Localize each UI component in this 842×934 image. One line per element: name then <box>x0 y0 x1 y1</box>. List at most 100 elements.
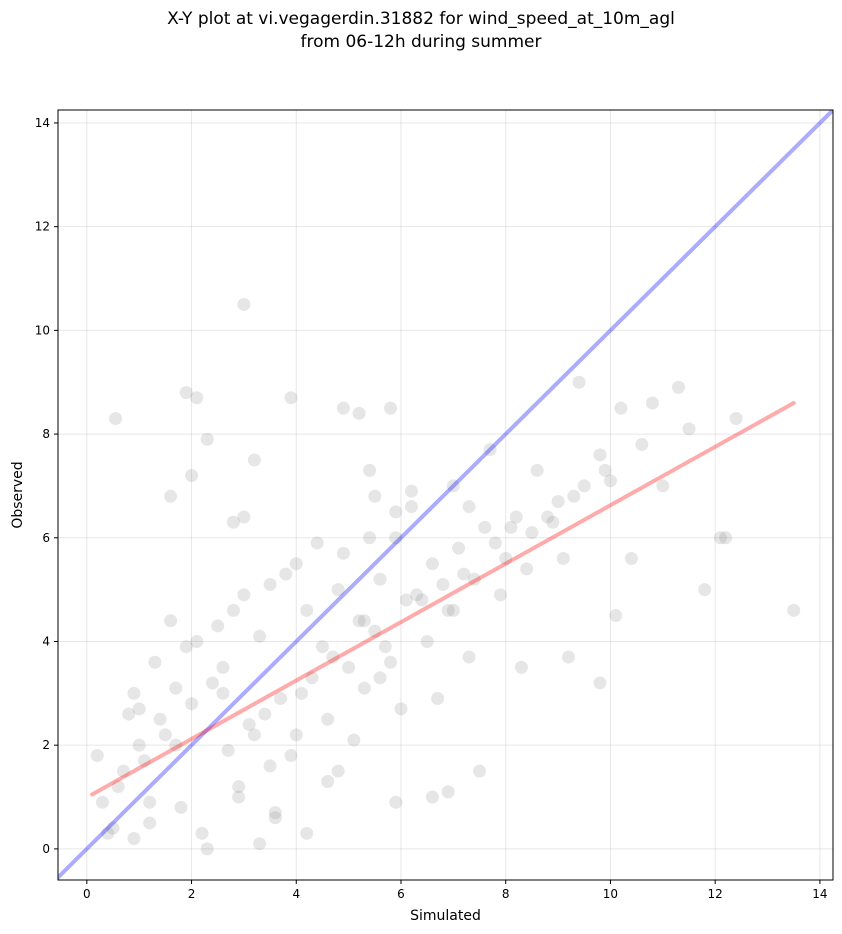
scatter-point <box>331 764 345 778</box>
scatter-point <box>389 795 403 809</box>
scatter-point <box>232 790 246 804</box>
scatter-point <box>530 463 544 477</box>
scatter-point <box>127 832 141 846</box>
scatter-point <box>284 749 298 763</box>
scatter-point <box>190 634 204 648</box>
scatter-point <box>263 759 277 773</box>
scatter-point <box>546 515 560 529</box>
scatter-point <box>389 531 403 545</box>
scatter-point <box>462 650 476 664</box>
scatter-point <box>321 774 335 788</box>
scatter-point <box>389 505 403 519</box>
scatter-point <box>645 396 659 410</box>
scatter-point <box>294 686 308 700</box>
x-tick-label: 10 <box>603 887 618 901</box>
scatter-point <box>96 795 110 809</box>
scatter-point <box>216 686 230 700</box>
scatter-point <box>614 401 628 415</box>
scatter-point <box>593 676 607 690</box>
scatter-point <box>514 660 528 674</box>
scatter-point <box>331 583 345 597</box>
scatter-point <box>504 520 518 534</box>
scatter-point <box>127 686 141 700</box>
scatter-point <box>289 728 303 742</box>
scatter-point <box>200 842 214 856</box>
scatter-point <box>169 681 183 695</box>
scatter-point <box>226 603 240 617</box>
scatter-point <box>310 536 324 550</box>
scatter-point <box>420 634 434 648</box>
reference-lines <box>58 110 833 880</box>
scatter-point <box>221 743 235 757</box>
scatter-point <box>305 671 319 685</box>
scatter-point <box>787 603 801 617</box>
scatter-point <box>300 603 314 617</box>
scatter-point <box>109 412 123 426</box>
scatter-point <box>672 380 686 394</box>
scatter-point <box>326 650 340 664</box>
scatter-point <box>205 676 219 690</box>
y-tick-label: 2 <box>42 738 50 752</box>
scatter-point <box>185 697 199 711</box>
scatter-point <box>635 437 649 451</box>
scatter-point <box>488 536 502 550</box>
scatter-point <box>378 640 392 654</box>
x-tick-label: 8 <box>502 887 510 901</box>
regression-line <box>90 400 796 797</box>
scatter-point <box>211 619 225 633</box>
scatter-point <box>195 826 209 840</box>
scatter-point <box>132 702 146 716</box>
scatter-point <box>525 526 539 540</box>
x-tick-label: 6 <box>397 887 405 901</box>
scatter-point <box>237 510 251 524</box>
scatter-point <box>116 764 130 778</box>
scatter-point <box>551 494 565 508</box>
scatter-point <box>342 660 356 674</box>
scatter-point <box>101 826 115 840</box>
scatter-point <box>247 728 261 742</box>
scatter-point <box>132 738 146 752</box>
scatter-point <box>368 624 382 638</box>
scatter-point <box>572 375 586 389</box>
x-tick-label: 14 <box>812 887 827 901</box>
scatter-point <box>567 489 581 503</box>
scatter-point <box>577 479 591 493</box>
scatter-point <box>425 557 439 571</box>
scatter-point <box>158 728 172 742</box>
scatter-point <box>263 577 277 591</box>
scatter-point <box>556 552 570 566</box>
scatter-point <box>729 412 743 426</box>
scatter-point <box>384 401 398 415</box>
scatter-point <box>520 562 534 576</box>
scatter-point <box>111 780 125 794</box>
scatter-point <box>719 531 733 545</box>
scatter-point <box>603 474 617 488</box>
scatter-point <box>289 557 303 571</box>
scatter-point <box>425 790 439 804</box>
axis-ticks: 0 2 4 6 8 10 12 14 0 2 4 6 8 10 12 14 <box>35 116 828 901</box>
scatter-point <box>174 800 188 814</box>
scatter-point <box>624 552 638 566</box>
scatter-point <box>226 515 240 529</box>
scatter-point <box>493 588 507 602</box>
chart-title-line-2: from 06-12h during summer <box>300 32 542 52</box>
scatter-point <box>352 614 366 628</box>
scatter-point <box>237 588 251 602</box>
grid <box>58 110 833 880</box>
scatter-point <box>415 593 429 607</box>
scatter-point <box>169 738 183 752</box>
scatter-point <box>446 603 460 617</box>
y-tick-label: 4 <box>42 634 50 648</box>
scatter-point <box>153 712 167 726</box>
scatter-point <box>253 629 267 643</box>
scatter-point <box>562 650 576 664</box>
y-tick-label: 14 <box>35 116 50 130</box>
scatter-point <box>462 500 476 514</box>
scatter-points <box>90 297 801 856</box>
plot-frame <box>57 109 834 881</box>
scatter-point <box>352 406 366 420</box>
scatter-point <box>452 541 466 555</box>
scatter-point <box>609 609 623 623</box>
y-axis-label: Observed <box>10 461 26 528</box>
